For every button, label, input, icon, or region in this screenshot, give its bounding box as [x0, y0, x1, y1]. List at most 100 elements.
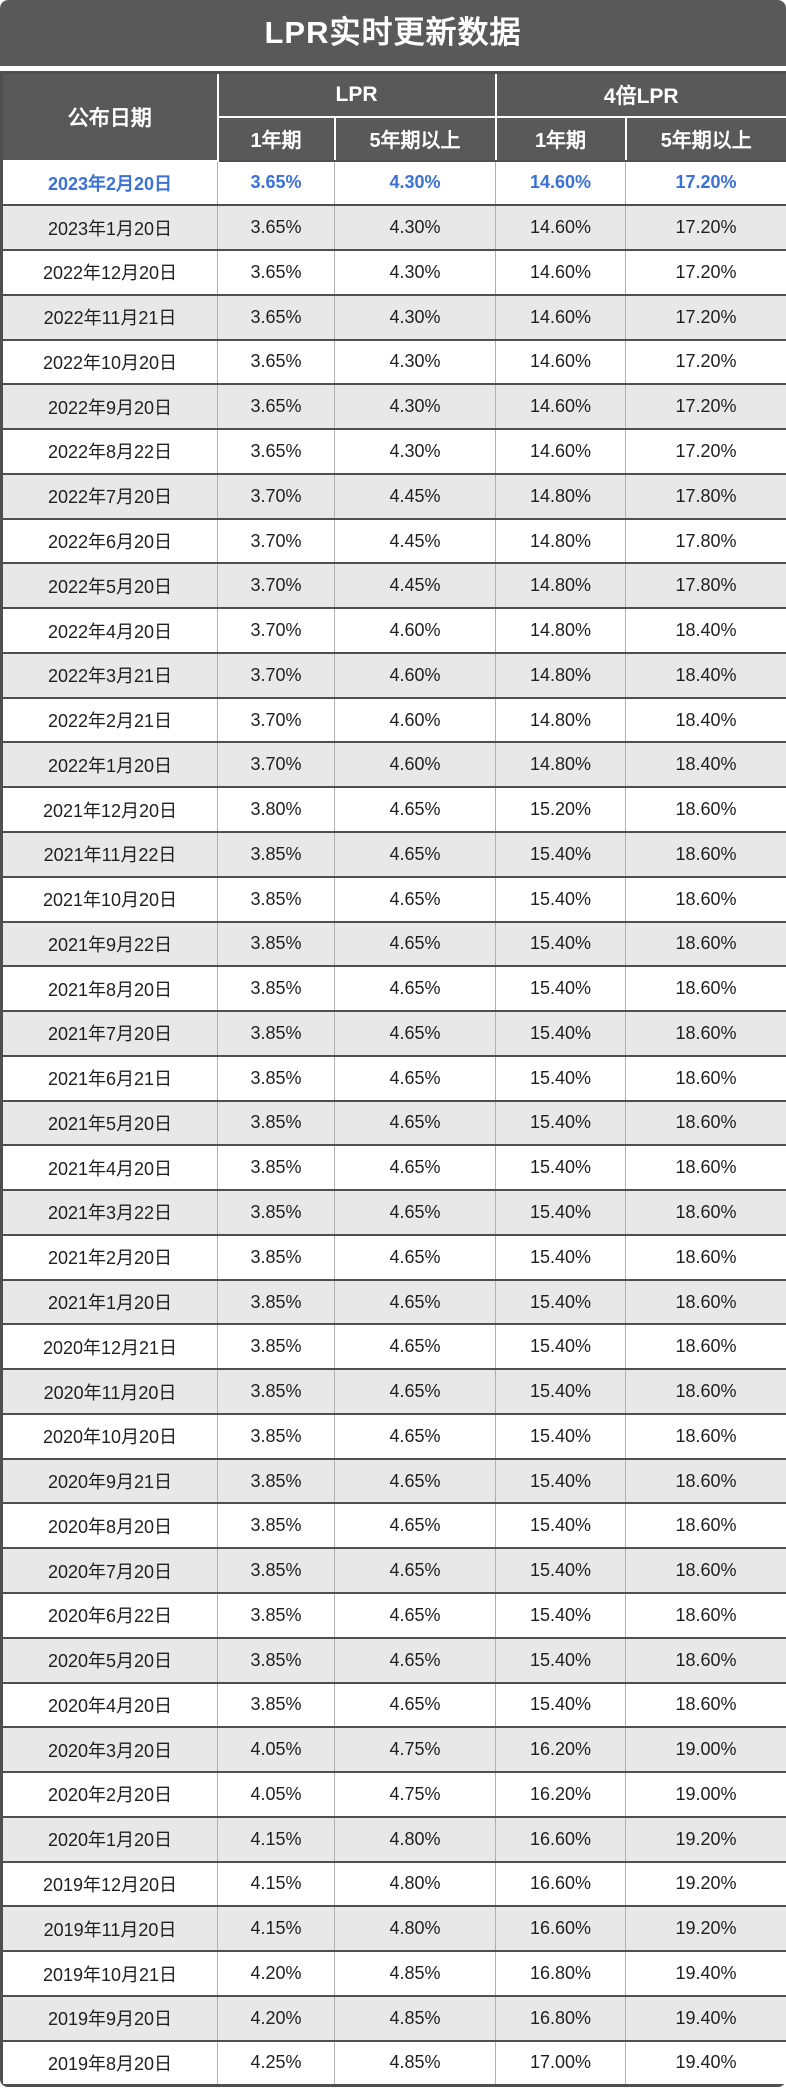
rate-value-cell: 18.40%	[625, 741, 786, 788]
rate-value-cell: 19.00%	[625, 1726, 786, 1773]
rate-value-cell: 4.65%	[334, 875, 496, 922]
table-row: 2020年2月20日 4.05% 4.75% 16.20% 19.00%	[1, 1771, 786, 1817]
rate-value-cell: 4.60%	[334, 651, 496, 698]
publish-date-cell: 2020年5月20日	[1, 1636, 218, 1683]
rate-value-cell: 4.05%	[217, 1771, 335, 1817]
rate-value-cell: 15.40%	[495, 1547, 626, 1593]
publish-date-cell: 2022年8月22日	[1, 428, 218, 474]
publish-date-cell: 2022年5月20日	[1, 562, 218, 609]
rate-value-cell: 17.20%	[625, 383, 786, 430]
rate-value-cell: 3.85%	[217, 920, 335, 967]
rate-value-cell: 18.60%	[625, 1323, 786, 1370]
rate-value-cell: 15.40%	[495, 1278, 626, 1325]
rate-value-cell: 4.65%	[334, 920, 496, 967]
table-row: 2021年3月22日 3.85% 4.65% 15.40% 18.60%	[1, 1189, 786, 1235]
rate-value-cell: 15.40%	[495, 1502, 626, 1549]
rate-value-cell: 18.60%	[625, 1144, 786, 1191]
rate-value-cell: 4.65%	[334, 1144, 496, 1191]
table-row: 2022年7月20日 3.70% 4.45% 14.80% 17.80%	[1, 472, 786, 519]
rate-value-cell: 18.60%	[625, 1681, 786, 1728]
rate-value-cell: 18.60%	[625, 1457, 786, 1504]
table-row: 2022年5月20日 3.70% 4.45% 14.80% 17.80%	[1, 562, 786, 609]
rate-value-cell: 4.65%	[334, 1412, 496, 1459]
rate-value-cell: 3.70%	[217, 562, 335, 609]
rate-value-cell: 18.60%	[625, 1010, 786, 1056]
rate-value-cell: 15.40%	[495, 1010, 626, 1056]
rate-value-cell: 3.85%	[217, 875, 335, 922]
rate-value-cell: 3.70%	[217, 651, 335, 698]
rate-value-cell: 18.60%	[625, 830, 786, 877]
rate-value-cell: 14.80%	[495, 651, 626, 698]
rate-value-cell: 15.40%	[495, 1368, 626, 1414]
rate-value-cell: 3.70%	[217, 696, 335, 743]
table-row: 2022年8月22日 3.65% 4.30% 14.60% 17.20%	[1, 428, 786, 474]
rate-value-cell: 14.60%	[495, 428, 626, 474]
table-row: 2022年9月20日 3.65% 4.30% 14.60% 17.20%	[1, 383, 786, 430]
col-header-lpr-1y: 1年期	[216, 115, 336, 162]
rate-value-cell: 17.00%	[495, 2039, 626, 2086]
table-row: 2021年5月20日 3.85% 4.65% 15.40% 18.60%	[1, 1099, 786, 1146]
rate-value-cell: 17.80%	[625, 562, 786, 609]
rate-value-cell: 17.20%	[625, 249, 786, 295]
publish-date-cell: 2020年9月21日	[1, 1457, 218, 1504]
table-row: 2020年6月22日 3.85% 4.65% 15.40% 18.60%	[1, 1592, 786, 1638]
publish-date-cell: 2021年4月20日	[1, 1144, 218, 1191]
rate-value-cell: 18.60%	[625, 1278, 786, 1325]
publish-date-cell: 2020年2月20日	[1, 1771, 218, 1817]
rate-value-cell: 18.60%	[625, 1368, 786, 1414]
rate-value-cell: 3.85%	[217, 1368, 335, 1414]
publish-date-cell: 2022年9月20日	[1, 383, 218, 430]
publish-date-cell: 2022年2月21日	[1, 696, 218, 743]
table-row: 2020年5月20日 3.85% 4.65% 15.40% 18.60%	[1, 1636, 786, 1683]
rate-value-cell: 3.85%	[217, 1412, 335, 1459]
rate-value-cell: 4.15%	[217, 1815, 335, 1862]
rate-value-cell: 3.85%	[217, 1636, 335, 1683]
publish-date-cell: 2022年12月20日	[1, 249, 218, 295]
table-row: 2021年4月20日 3.85% 4.65% 15.40% 18.60%	[1, 1144, 786, 1191]
rate-value-cell: 4.30%	[334, 338, 496, 385]
rate-value-cell: 4.15%	[217, 1905, 335, 1952]
rate-value-cell: 19.40%	[625, 1994, 786, 2041]
table-row: 2021年6月21日 3.85% 4.65% 15.40% 18.60%	[1, 1054, 786, 1101]
rate-value-cell: 4.60%	[334, 607, 496, 653]
rate-value-cell: 4.65%	[334, 1457, 496, 1504]
table-row: 2020年1月20日 4.15% 4.80% 16.60% 19.20%	[1, 1815, 786, 1862]
rate-value-cell: 15.40%	[495, 920, 626, 967]
rate-value-cell: 3.85%	[217, 1278, 335, 1325]
publish-date-cell: 2021年7月20日	[1, 1010, 218, 1056]
rate-value-cell: 3.85%	[217, 1323, 335, 1370]
rate-value-cell: 15.40%	[495, 1457, 626, 1504]
rate-value-cell: 18.60%	[625, 1189, 786, 1235]
rate-value-cell: 4.65%	[334, 830, 496, 877]
publish-date-cell: 2020年3月20日	[1, 1726, 218, 1773]
table-row: 2021年10月20日 3.85% 4.65% 15.40% 18.60%	[1, 875, 786, 922]
table-row: 2019年10月21日 4.20% 4.85% 16.80% 19.40%	[1, 1950, 786, 1996]
rate-value-cell: 17.20%	[625, 293, 786, 340]
rate-value-cell: 15.40%	[495, 1412, 626, 1459]
rate-value-cell: 3.85%	[217, 965, 335, 1012]
rate-value-cell: 15.40%	[495, 1054, 626, 1101]
rate-value-cell: 15.40%	[495, 965, 626, 1012]
rate-value-cell: 3.85%	[217, 1189, 335, 1235]
rate-value-cell: 4.80%	[334, 1860, 496, 1907]
rate-value-cell: 15.40%	[495, 1099, 626, 1146]
publish-date-cell: 2021年1月20日	[1, 1278, 218, 1325]
publish-date-cell: 2022年1月20日	[1, 741, 218, 788]
rate-value-cell: 3.70%	[217, 517, 335, 564]
rate-value-cell: 14.80%	[495, 562, 626, 609]
lpr-table: 公布日期 LPR 4倍LPR 1年期 5年期以上 1年期 5年期以上 2023年…	[0, 71, 786, 2087]
publish-date-cell: 2023年1月20日	[1, 204, 218, 251]
rate-value-cell: 16.20%	[495, 1726, 626, 1773]
table-row: 2022年3月21日 3.70% 4.60% 14.80% 18.40%	[1, 651, 786, 698]
rate-value-cell: 4.65%	[334, 1099, 496, 1146]
rate-value-cell: 14.80%	[495, 472, 626, 519]
publish-date-cell: 2020年4月20日	[1, 1681, 218, 1728]
rate-value-cell: 4.45%	[334, 472, 496, 519]
publish-date-cell: 2021年10月20日	[1, 875, 218, 922]
publish-date-cell: 2019年10月21日	[1, 1950, 218, 1996]
publish-date-cell: 2019年8月20日	[1, 2039, 218, 2086]
rate-value-cell: 19.40%	[625, 1950, 786, 1996]
table-row: 2021年9月22日 3.85% 4.65% 15.40% 18.60%	[1, 920, 786, 967]
table-row: 2019年11月20日 4.15% 4.80% 16.60% 19.20%	[1, 1905, 786, 1952]
